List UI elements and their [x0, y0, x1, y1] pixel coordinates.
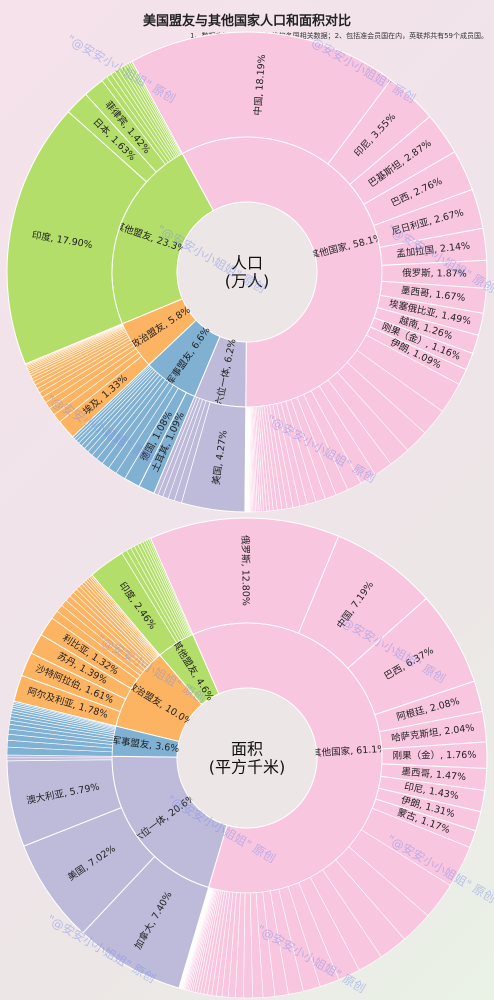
group-label-other_countries: 其他国家, 61.1%: [312, 743, 387, 760]
center-circle: [178, 203, 316, 341]
center-label: 人口: [231, 254, 263, 273]
chart-title: 美国盟友与其他国家人口和面积对比: [142, 14, 351, 29]
minor-country-arc[interactable]: [244, 406, 247, 513]
center-label: 面积: [231, 740, 263, 759]
center-label: (万人): [225, 272, 270, 291]
minor-country-arc[interactable]: [178, 887, 210, 989]
country-label: 俄罗斯, 12.80%: [239, 535, 252, 606]
sunburst-population: 六位一体, 6.2%美国, 4.27%军事盟友, 6.6%土耳其, 1.09%德…: [6, 31, 488, 513]
center-label: (平方千米): [209, 758, 286, 777]
country-label: 中国, 18.19%: [252, 54, 268, 116]
sunburst-area: 六位一体, 20.6%加拿大, 7.40%美国, 7.02%澳大利亚, 5.79…: [6, 517, 488, 999]
country-label: 俄罗斯, 1.87%: [402, 267, 467, 280]
center-circle: [178, 689, 316, 827]
data-source-note: 1、数据来源：世行最新年份的各国相关数据；2、包括准会员国在内，英联邦共有59个…: [190, 32, 488, 40]
country-arc[interactable]: [6, 111, 148, 365]
country-label: 刚果（金）, 1.76%: [393, 749, 477, 762]
country-arc[interactable]: [131, 31, 392, 165]
